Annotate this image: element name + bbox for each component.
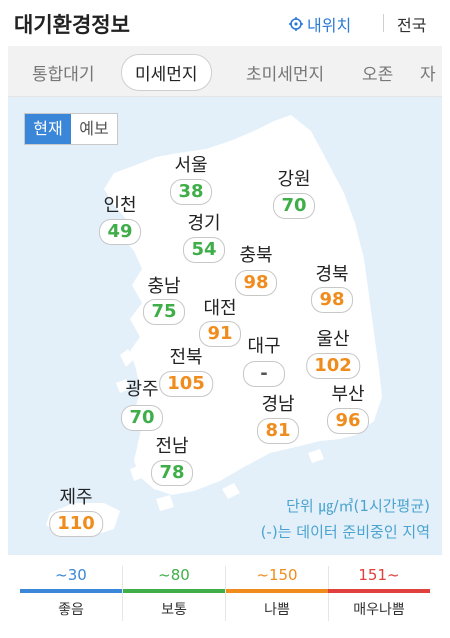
- region-name-jeonnam: 전남: [155, 436, 189, 457]
- legend-color-bar: [226, 589, 328, 593]
- tab-fine-dust[interactable]: 미세먼지: [121, 54, 212, 91]
- region-name-gwangju: 광주: [125, 379, 159, 400]
- region-name-gyeongbuk: 경북: [315, 264, 349, 285]
- pm-level-legend: ~30 좋음 ~80 보통 ~150 나쁨 151~ 매우나쁨: [20, 566, 430, 638]
- region-value-daegu[interactable]: -: [243, 361, 285, 387]
- legend-range: 151~: [358, 566, 400, 584]
- legend-range: ~150: [256, 566, 298, 584]
- region-name-incheon: 인천: [103, 195, 137, 216]
- legend-color-bar: [328, 589, 430, 593]
- legend-range: ~80: [158, 566, 190, 584]
- region-value-gwangju[interactable]: 70: [121, 405, 163, 431]
- legend-label: 매우나쁨: [353, 602, 405, 618]
- region-value-jeju[interactable]: 110: [49, 511, 103, 537]
- region-value-gangwon[interactable]: 70: [273, 193, 315, 219]
- unit-note: 단위 ㎍/㎥(1시간평균): [286, 497, 430, 515]
- legend-range: ~30: [55, 566, 87, 584]
- region-name-seoul: 서울: [174, 155, 208, 176]
- legend-bad: ~150 나쁨: [226, 566, 328, 638]
- legend-divider: [328, 566, 329, 621]
- pending-data-note: (-)는 데이터 준비중인 지역: [260, 523, 430, 541]
- legend-divider: [122, 566, 123, 621]
- legend-divider: [225, 566, 226, 621]
- korea-air-map: 현재 예보 서울 38 강원 70 인천 49 경기 54 충북 98 경북 9…: [8, 97, 442, 555]
- region-name-gyeongnam: 경남: [261, 394, 295, 415]
- legend-good: ~30 좋음: [20, 566, 122, 638]
- region-value-gyeongnam[interactable]: 81: [257, 418, 299, 444]
- region-name-ulsan: 울산: [316, 329, 350, 350]
- my-location-button[interactable]: 내위치: [289, 12, 351, 36]
- current-button[interactable]: 현재: [25, 114, 71, 144]
- region-value-incheon[interactable]: 49: [99, 219, 141, 245]
- crosshair-icon: [289, 17, 303, 31]
- region-value-jeonnam[interactable]: 78: [151, 460, 193, 486]
- region-value-daejeon[interactable]: 91: [199, 321, 241, 347]
- legend-very-bad: 151~ 매우나쁨: [328, 566, 430, 638]
- region-value-seoul[interactable]: 38: [170, 179, 212, 205]
- region-name-busan: 부산: [331, 384, 365, 405]
- region-value-chungbuk[interactable]: 98: [235, 270, 277, 296]
- tab-ultrafine-dust[interactable]: 초미세먼지: [246, 65, 325, 85]
- region-name-daegu: 대구: [247, 336, 281, 357]
- app-header: 대기환경정보 내위치 전국: [0, 0, 450, 46]
- region-value-ulsan[interactable]: 102: [306, 353, 360, 379]
- legend-color-bar: [123, 589, 225, 593]
- region-value-jeonbuk[interactable]: 105: [159, 371, 213, 397]
- region-name-daejeon: 대전: [203, 298, 237, 319]
- region-name-jeonbuk: 전북: [169, 347, 203, 368]
- region-value-gyeongbuk[interactable]: 98: [311, 287, 353, 313]
- region-name-chungbuk: 충북: [239, 245, 273, 266]
- region-name-gangwon: 강원: [277, 169, 311, 190]
- legend-color-bar: [20, 589, 122, 593]
- legend-normal: ~80 보통: [123, 566, 225, 638]
- region-name-chungnam: 충남: [147, 276, 181, 297]
- pollutant-tabbar: 통합대기 미세먼지 초미세먼지 오존 자: [8, 46, 442, 97]
- my-location-label: 내위치: [307, 16, 352, 35]
- legend-label: 나쁨: [264, 602, 290, 618]
- tab-partial-next[interactable]: 자: [420, 65, 436, 85]
- nationwide-button[interactable]: 전국: [397, 16, 427, 35]
- tab-ozone[interactable]: 오존: [362, 65, 394, 85]
- legend-label: 보통: [161, 602, 187, 618]
- region-value-gyeonggi[interactable]: 54: [183, 237, 225, 263]
- page-title: 대기환경정보: [14, 13, 130, 37]
- region-value-chungnam[interactable]: 75: [143, 299, 185, 325]
- forecast-button[interactable]: 예보: [79, 119, 109, 138]
- legend-label: 좋음: [58, 602, 84, 618]
- region-value-busan[interactable]: 96: [327, 408, 369, 434]
- current-forecast-toggle: 현재 예보: [24, 113, 118, 145]
- header-divider: [383, 14, 384, 32]
- region-name-gyeonggi: 경기: [187, 213, 221, 234]
- region-name-jeju: 제주: [59, 487, 93, 508]
- tab-integrated-air[interactable]: 통합대기: [32, 65, 95, 85]
